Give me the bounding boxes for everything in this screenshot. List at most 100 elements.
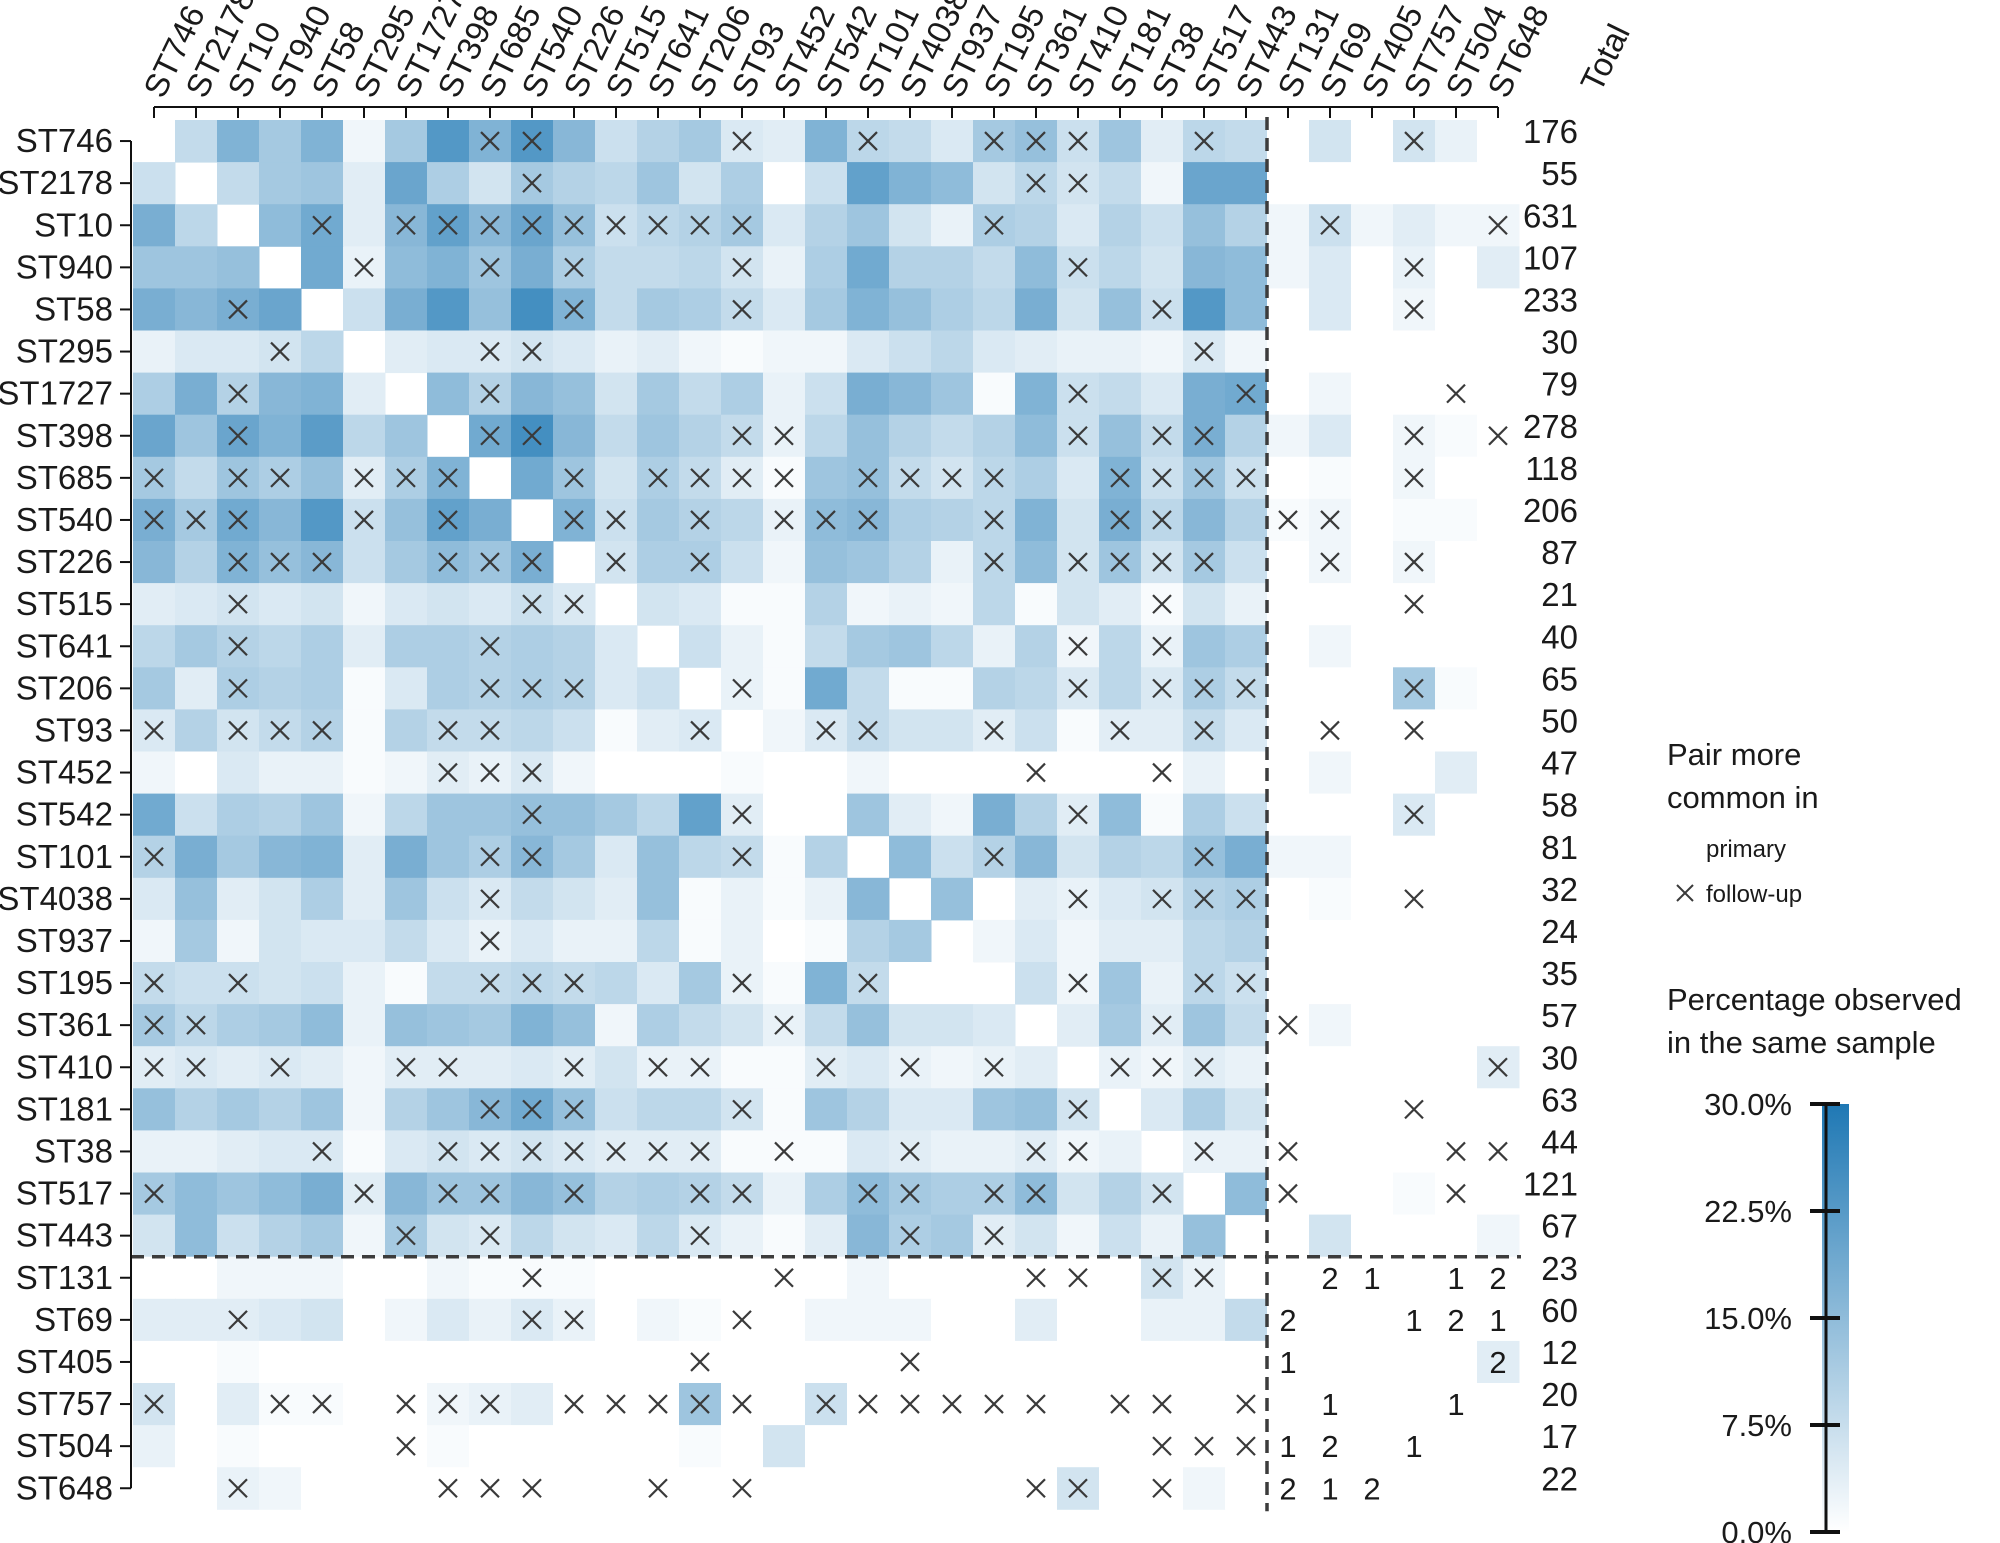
total-value: 58 [1541, 787, 1578, 824]
followup-marker [1446, 1183, 1466, 1204]
heatmap-cell [1435, 1467, 1478, 1510]
heatmap-cell [301, 1298, 344, 1342]
followup-marker [1026, 131, 1046, 151]
heatmap-cell [343, 625, 386, 668]
followup-marker [1404, 720, 1424, 741]
heatmap-cell [553, 1340, 596, 1384]
followup-marker [1236, 889, 1256, 909]
heatmap-cell [217, 877, 260, 921]
heatmap-cell [427, 1425, 470, 1468]
count-label: 1 [1279, 1345, 1296, 1380]
heatmap-cell [427, 835, 470, 879]
followup-marker [522, 215, 542, 236]
followup-marker [1068, 973, 1088, 993]
followup-marker [438, 720, 458, 741]
heatmap-cell [763, 330, 806, 374]
heatmap-cell [301, 835, 344, 879]
heatmap-cell [1183, 1340, 1226, 1384]
heatmap-cell [1351, 1046, 1394, 1089]
heatmap-cell [343, 1467, 386, 1510]
heatmap-cell [1015, 919, 1058, 963]
heatmap-cell [679, 962, 722, 1005]
heatmap-cell [1435, 835, 1478, 879]
heatmap-cell [343, 288, 386, 331]
y-tick-label: ST517 [16, 1175, 113, 1212]
heatmap-cell [805, 162, 848, 205]
heatmap-cell [847, 877, 890, 921]
heatmap-cell [259, 962, 302, 1005]
heatmap-cell [1435, 246, 1478, 289]
heatmap-cell [343, 120, 386, 163]
heatmap-cell [1099, 1256, 1142, 1300]
heatmap-cell [1099, 204, 1142, 247]
heatmap-cell [385, 1130, 428, 1173]
heatmap-cell [931, 625, 974, 668]
heatmap-cell [1099, 414, 1142, 458]
heatmap-cell [1309, 162, 1352, 205]
heatmap-cell [637, 246, 680, 289]
y-tick-label: ST226 [16, 543, 113, 580]
heatmap-cell [1435, 162, 1478, 205]
count-label: 1 [1447, 1261, 1464, 1296]
followup-marker [522, 1141, 542, 1162]
heatmap-cell [175, 1130, 218, 1173]
followup-marker [270, 468, 290, 488]
heatmap-cell [595, 1004, 638, 1047]
heatmap-cell [847, 1256, 890, 1300]
heatmap-cell [553, 1425, 596, 1468]
followup-marker [1194, 1267, 1214, 1288]
heatmap-cell [511, 456, 554, 500]
heatmap-cell [889, 414, 932, 458]
heatmap-cell [637, 877, 680, 921]
heatmap-cell [805, 1172, 848, 1216]
heatmap-cell [1057, 1004, 1100, 1047]
count-label: 2 [1363, 1471, 1380, 1506]
y-tick-label: ST641 [16, 627, 113, 664]
heatmap-cell [1309, 962, 1352, 1005]
followup-marker [480, 762, 500, 783]
heatmap-cell [1099, 625, 1142, 668]
followup-marker [1110, 1394, 1130, 1414]
heatmap-cell [679, 1004, 722, 1047]
followup-marker [438, 762, 458, 783]
y-tick-label: ST452 [16, 754, 113, 791]
heatmap-cell [1477, 1088, 1520, 1131]
followup-marker [1110, 510, 1130, 530]
heatmap-cell [1309, 288, 1352, 331]
heatmap-cell [1099, 246, 1142, 289]
heatmap-cell [1099, 1467, 1142, 1510]
heatmap-cell [1435, 330, 1478, 374]
heatmap-cell [1141, 709, 1184, 752]
followup-marker [774, 468, 794, 488]
heatmap-cell [931, 162, 974, 205]
heatmap-cell [595, 1046, 638, 1089]
heatmap-cell [1057, 835, 1100, 879]
followup-marker [606, 552, 626, 572]
heatmap-cell [259, 919, 302, 963]
heatmap-cell [889, 541, 932, 584]
heatmap-cell [427, 246, 470, 289]
heatmap-cell [637, 1425, 680, 1468]
followup-marker [564, 257, 584, 278]
heatmap-cell [973, 372, 1016, 416]
heatmap-cell [931, 1256, 974, 1300]
heatmap-cell [1435, 1004, 1478, 1047]
heatmap-cell [385, 1088, 428, 1131]
total-value: 206 [1523, 492, 1578, 529]
heatmap-cell [931, 1340, 974, 1384]
heatmap-cell [1351, 1214, 1394, 1258]
followup-marker [396, 1225, 416, 1246]
followup-marker [1404, 299, 1424, 320]
heatmap-cell [133, 751, 176, 795]
heatmap-cell [1351, 541, 1394, 584]
heatmap-cell [595, 1088, 638, 1131]
heatmap-cell [1309, 1256, 1352, 1300]
heatmap-cell [175, 751, 218, 795]
followup-marker [144, 1015, 164, 1035]
y-tick-label: ST131 [16, 1259, 113, 1296]
followup-marker [522, 594, 542, 614]
heatmap-cell [427, 1004, 470, 1047]
heatmap-cell [1057, 919, 1100, 963]
heatmap-cell [553, 1256, 596, 1300]
heatmap-cell [385, 288, 428, 331]
